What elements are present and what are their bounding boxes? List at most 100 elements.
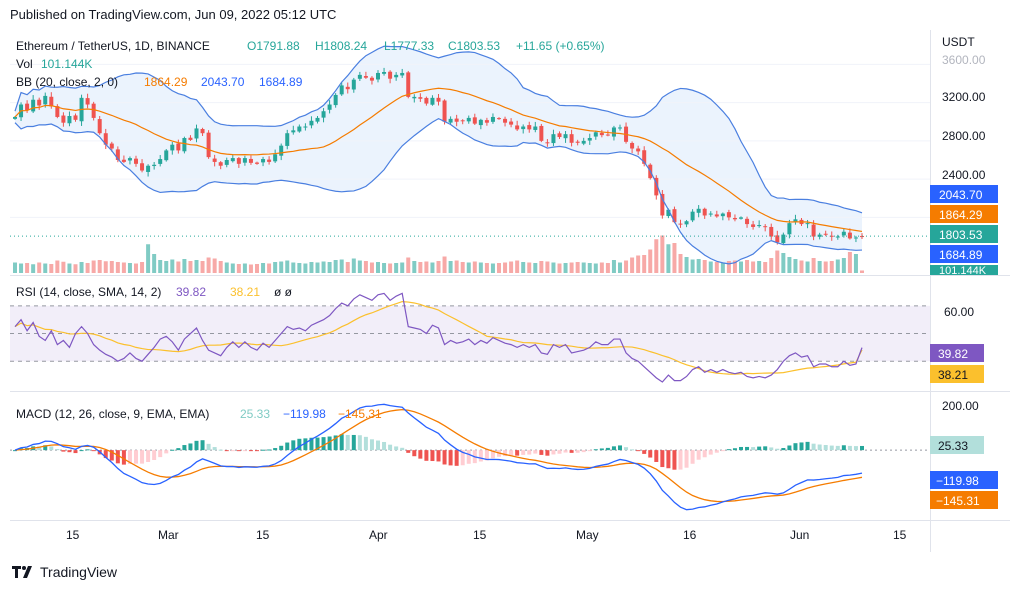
candle-body [793,219,798,222]
macd-histogram-bar [751,447,756,451]
macd-histogram-bar [527,450,532,455]
volume-bar [527,262,532,273]
candle-body [757,225,762,227]
macd-signal-line [14,408,863,503]
candle-body [684,221,689,225]
published-caption: Published on TradingView.com, Jun 09, 20… [10,7,337,22]
candle-body [678,223,683,225]
volume-bar [418,262,423,273]
candle-body [581,140,586,144]
candle-body [25,103,30,111]
rsi-sma-line [14,300,863,375]
volume-bar [648,249,653,273]
candle-body [321,111,326,118]
volume-bar [400,262,405,273]
candle-body [751,224,756,227]
volume-bar [25,263,30,273]
macd-value: −119.98 [283,407,326,421]
macd-histogram-bar [363,436,368,451]
macd-histogram-bar [285,442,290,451]
candle-body [509,121,514,125]
candle-body [720,213,725,217]
candle-body [835,236,840,238]
macd-histogram-bar [394,446,399,451]
candle-body [97,119,102,134]
candle-body [490,116,495,122]
bb-label: BB (20, close, 2, 0) [16,75,118,89]
volume-bar [261,263,266,273]
macd-histogram-bar [787,445,792,451]
candle-body [847,232,852,239]
candle-body [545,142,550,144]
macd-histogram-bar [13,450,17,452]
chart-frame[interactable]: Ethereum / TetherUS, 1D, BINANCE O1791.8… [10,30,1010,552]
volume-bar [188,261,193,273]
candle-body [255,162,259,164]
volume-bar [624,260,629,273]
svg-text:−119.98: −119.98 [936,474,979,488]
candle-body [430,97,435,105]
macd-histogram-bar [351,434,356,451]
macd-histogram-bar [267,449,272,451]
macd-tick: 200.00 [942,399,979,413]
badge-rsi: 39.82 [930,344,984,362]
macd-histogram-bar [327,436,332,451]
volume-bar [545,261,550,273]
candle-body [781,234,786,244]
candle-body [242,158,247,163]
macd-histogram-bar [200,440,205,451]
candle-body [829,235,834,237]
macd-histogram-bar [690,450,695,464]
candle-body [599,132,604,136]
badge-close: 1803.53 [930,225,998,243]
candle-body [146,165,151,172]
volume-bar [720,262,725,273]
candle-body [745,218,750,225]
vol-value: 101.144K [41,57,92,71]
volume-bar [206,257,211,273]
volume-bar [267,263,272,273]
macd-histogram-bar [121,450,126,465]
volume-bar [618,262,622,273]
volume-bar [497,263,501,273]
rsi-legend: RSI (14, close, SMA, 14, 2) 39.82 38.21 … [16,285,293,299]
volume-bar [751,261,756,273]
volume-bar [690,259,695,273]
candle-body [309,120,314,126]
volume-bar [551,262,556,273]
time-tick: Jun [790,528,809,542]
macd-histogram-bar [61,450,66,452]
candle-body [236,158,241,164]
volume-bar [726,261,731,273]
macd-histogram-bar [146,450,151,462]
volume-bar [702,260,707,273]
volume-bar [684,257,689,273]
volume-bar [817,261,822,273]
chart-svg[interactable]: Ethereum / TetherUS, 1D, BINANCE O1791.8… [10,30,1010,552]
volume-bar [224,262,229,273]
volume-bar [654,239,659,273]
macd-histogram-bar [424,450,429,461]
volume-bar [611,260,616,273]
brand-label: TradingView [40,564,118,580]
svg-text:1864.29: 1864.29 [939,208,983,222]
macd-histogram-bar [134,450,138,464]
candle-body [448,118,453,123]
volume-bar [170,259,175,273]
open-value: O1791.88 [247,39,300,53]
candle-body [460,120,465,122]
time-axis[interactable]: 15 Mar 15 Apr 15 May 16 Jun 15 [66,528,907,542]
close-value: C1803.53 [448,39,500,53]
macd-histogram-bar [708,450,713,455]
candle-body [424,97,429,104]
svg-text:39.82: 39.82 [938,347,968,361]
candle-body [714,214,719,217]
macd-histogram-bar [781,448,786,451]
macd-histogram-bar [140,450,145,464]
volume-bar [799,260,804,273]
time-tick: 15 [66,528,80,542]
volume-bar [853,254,858,273]
macd-histogram-bar [376,440,380,451]
candle-body [660,193,665,216]
candle-body [726,212,731,218]
